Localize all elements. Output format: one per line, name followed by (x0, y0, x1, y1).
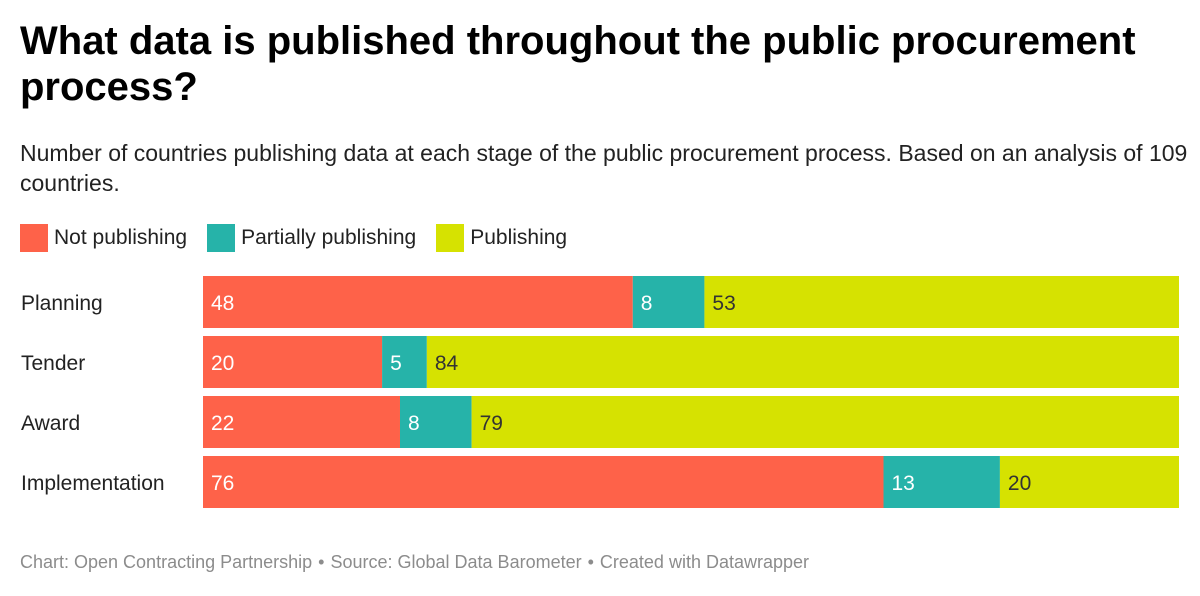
bar-tender-partially-publishing (382, 336, 427, 388)
source-chart-credit: Chart: Open Contracting Partnership (20, 552, 313, 572)
value-label-award-not-publishing: 22 (211, 412, 234, 435)
legend-item-partially-publishing: Partially publishing (207, 224, 416, 252)
legend-item-publishing: Publishing (436, 224, 567, 252)
legend-swatch-partially-publishing (207, 224, 236, 252)
value-label-award-partially-publishing: 8 (408, 412, 420, 435)
bar-tender-not-publishing (203, 336, 383, 388)
bar-implementation-not-publishing (203, 456, 884, 508)
source-data-credit: Source: Global Data Barometer (330, 552, 582, 572)
value-label-planning-not-publishing: 48 (211, 292, 234, 315)
value-label-tender-publishing: 84 (435, 352, 459, 375)
source-line: Chart: Open Contracting Partnership • So… (20, 552, 809, 573)
legend: Not publishing Partially publishing Publ… (20, 224, 587, 252)
source-separator: • (318, 552, 325, 572)
source-created-credit: Created with Datawrapper (599, 552, 810, 572)
legend-swatch-publishing (436, 224, 465, 252)
bar-implementation-partially-publishing (883, 456, 1000, 508)
bar-award-publishing (471, 396, 1179, 448)
category-label-award: Award (21, 412, 80, 435)
value-label-implementation-publishing: 20 (1008, 472, 1031, 495)
value-label-tender-partially-publishing: 5 (390, 352, 402, 375)
category-label-tender: Tender (21, 352, 85, 375)
bar-implementation-publishing (999, 456, 1179, 508)
value-label-planning-partially-publishing: 8 (641, 292, 653, 315)
chart-subtitle: Number of countries publishing data at e… (20, 140, 1188, 196)
legend-label-not-publishing: Not publishing (54, 226, 188, 249)
value-label-implementation-partially-publishing: 13 (892, 472, 915, 495)
source-separator: • (587, 552, 594, 572)
legend-swatch-not-publishing (20, 224, 48, 252)
category-label-implementation: Implementation (21, 472, 165, 495)
bar-award-not-publishing (203, 396, 400, 448)
legend-label-partially-publishing: Partially publishing (241, 226, 417, 249)
legend-item-not-publishing: Not publishing (20, 224, 187, 252)
value-label-planning-publishing: 53 (712, 292, 735, 315)
value-label-award-publishing: 79 (480, 412, 503, 435)
chart-title: What data is published throughout the pu… (20, 19, 1136, 109)
bar-planning-publishing (704, 276, 1179, 328)
bar-award-partially-publishing (399, 396, 472, 448)
bar-planning-not-publishing (203, 276, 633, 328)
category-label-planning: Planning (21, 292, 103, 315)
value-label-implementation-not-publishing: 76 (211, 472, 234, 495)
bar-planning-partially-publishing (632, 276, 705, 328)
bar-tender-publishing (426, 336, 1179, 388)
value-label-tender-not-publishing: 20 (211, 352, 234, 375)
stacked-bar-chart: Planning 48 8 53 Tender 20 5 84 Award 22 8 79 Implem… (21, 276, 1179, 508)
legend-label-publishing: Publishing (470, 226, 568, 249)
